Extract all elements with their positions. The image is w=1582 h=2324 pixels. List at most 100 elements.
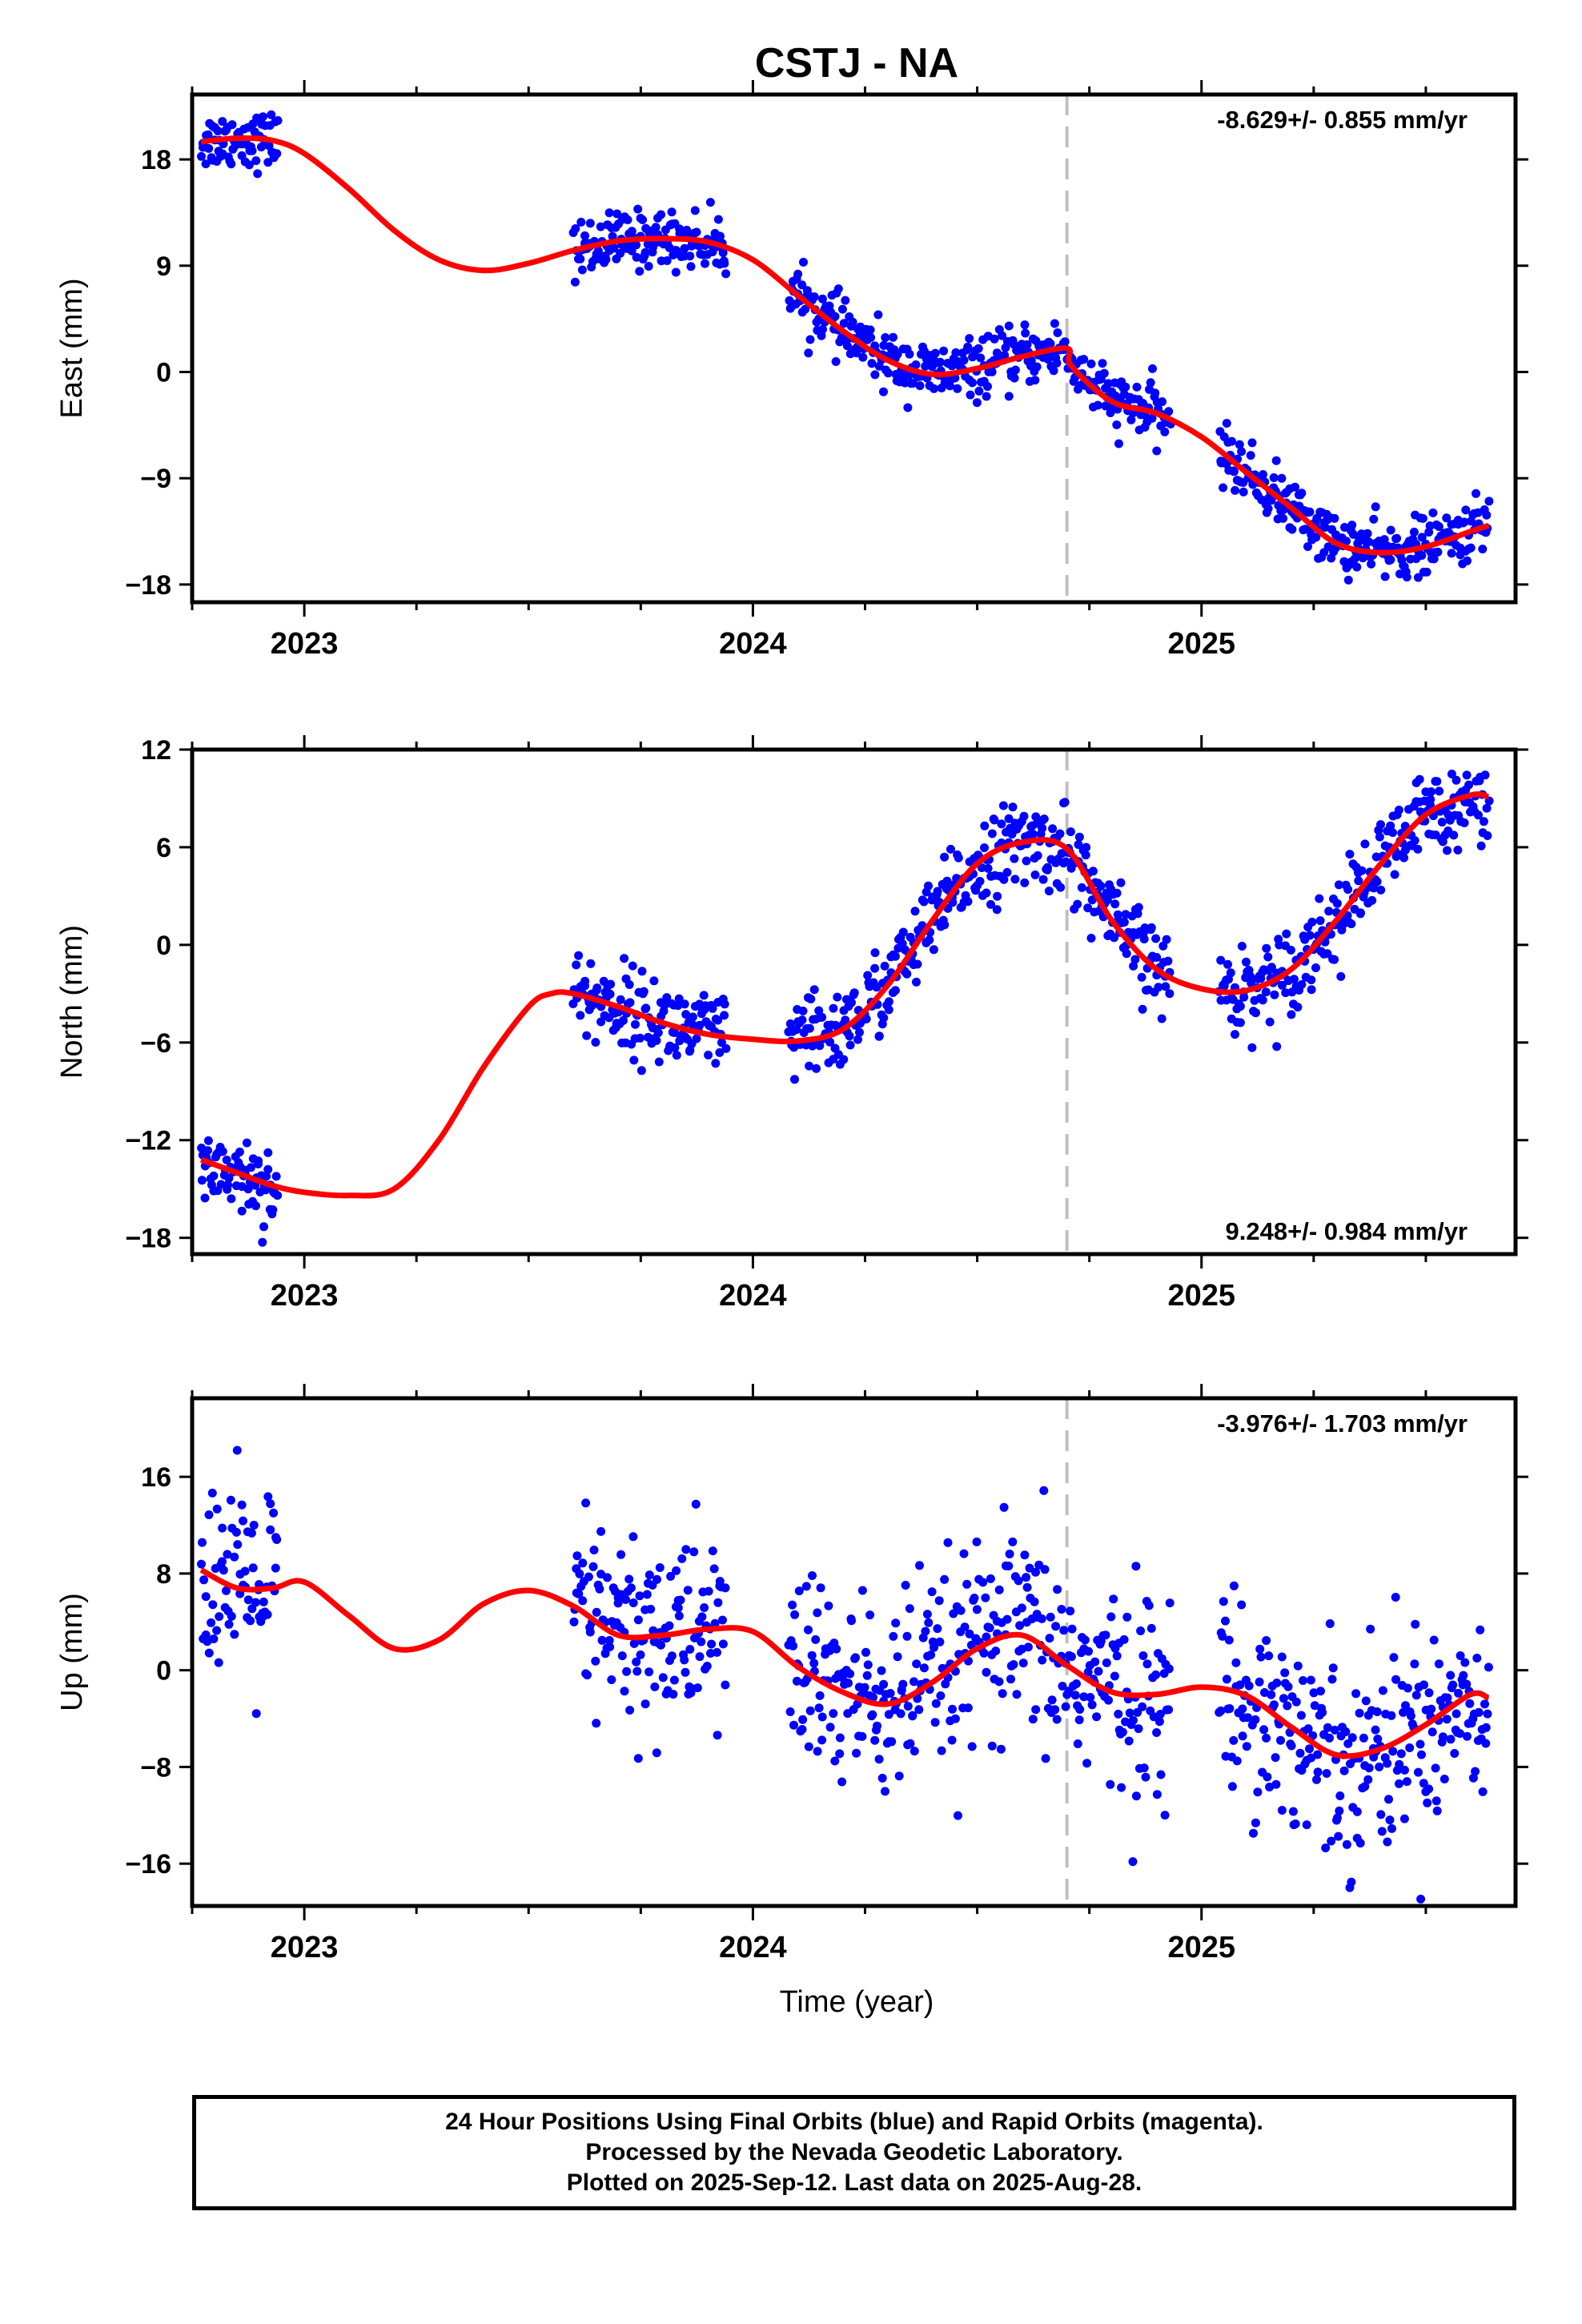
data-point — [1367, 895, 1377, 905]
data-point — [1418, 513, 1427, 523]
data-point — [956, 1606, 966, 1615]
data-point — [1099, 368, 1109, 378]
data-point — [197, 1559, 206, 1569]
data-point — [263, 1148, 273, 1157]
data-point — [1262, 1636, 1271, 1645]
data-point — [1377, 1827, 1387, 1836]
data-point — [1401, 1701, 1410, 1711]
data-point — [685, 1645, 695, 1654]
data-point — [911, 360, 921, 369]
data-point — [1267, 963, 1276, 972]
data-point — [889, 332, 897, 342]
data-point — [1472, 489, 1480, 498]
data-point — [1249, 1828, 1258, 1838]
data-point — [990, 815, 999, 825]
data-point — [817, 294, 827, 304]
data-point — [1098, 359, 1107, 368]
data-point — [689, 1547, 699, 1557]
data-point — [578, 1596, 588, 1606]
data-point — [1400, 1765, 1409, 1775]
north-model-curve — [200, 791, 1490, 1199]
data-point — [913, 959, 922, 969]
data-point — [695, 1652, 705, 1662]
data-point — [251, 156, 261, 166]
data-point — [940, 852, 950, 862]
data-point — [628, 1598, 638, 1607]
data-point — [1112, 888, 1122, 898]
data-point — [711, 1059, 721, 1068]
data-point — [847, 998, 856, 1007]
data-point — [1355, 1839, 1365, 1848]
data-point — [644, 262, 653, 271]
data-point — [620, 1687, 629, 1696]
data-point — [672, 1051, 681, 1060]
data-point — [1364, 537, 1373, 547]
up-rate-label: -3.976+/- 1.703 mm/yr — [1217, 1409, 1468, 1437]
data-point — [635, 1591, 644, 1601]
data-point — [1118, 1727, 1127, 1737]
footer-box: 24 Hour Positions Using Final Orbits (bl… — [192, 2095, 1516, 2210]
data-point — [1278, 980, 1287, 990]
data-point — [1164, 1664, 1174, 1674]
data-point — [624, 1574, 634, 1584]
data-point — [1324, 907, 1334, 916]
data-point — [1219, 483, 1228, 493]
data-point — [1019, 811, 1029, 821]
data-point — [588, 1562, 598, 1571]
data-point — [1279, 513, 1288, 523]
data-point — [1343, 1739, 1353, 1748]
data-point — [212, 1626, 222, 1635]
data-point — [1039, 1486, 1049, 1495]
data-point — [631, 1019, 640, 1029]
data-point — [662, 256, 672, 265]
data-point — [1232, 1756, 1242, 1766]
data-point — [1427, 1704, 1436, 1714]
data-point — [950, 1714, 960, 1723]
data-point — [263, 1492, 273, 1502]
data-point — [948, 1704, 957, 1714]
data-point — [224, 1173, 234, 1183]
data-point — [1313, 1767, 1323, 1777]
data-point — [1022, 1573, 1031, 1582]
data-point — [1343, 575, 1353, 585]
data-point — [1045, 1634, 1054, 1643]
data-point — [1059, 1626, 1069, 1635]
data-point — [1461, 505, 1471, 515]
data-point — [801, 304, 810, 314]
data-point — [597, 1635, 607, 1645]
data-point — [1452, 775, 1461, 785]
data-point — [1043, 355, 1053, 364]
data-point — [942, 876, 952, 886]
data-point — [580, 976, 590, 986]
data-point — [218, 1147, 227, 1156]
data-point — [1415, 1739, 1425, 1749]
data-point — [1442, 513, 1452, 523]
data-point — [1277, 473, 1287, 483]
data-point — [710, 1618, 720, 1628]
data-point — [1094, 1667, 1103, 1676]
data-point — [1112, 420, 1122, 429]
data-point — [983, 382, 992, 392]
data-point — [1296, 1711, 1306, 1720]
data-point — [1004, 392, 1014, 401]
data-point — [1305, 507, 1315, 517]
data-point — [1283, 1701, 1292, 1711]
data-point — [620, 954, 629, 963]
footer-line-1: 24 Hour Positions Using Final Orbits (bl… — [445, 2109, 1263, 2135]
data-point — [987, 829, 997, 838]
data-point — [1318, 1707, 1327, 1717]
data-point — [1131, 1562, 1141, 1571]
data-point — [1066, 1652, 1076, 1662]
data-point — [591, 1656, 600, 1666]
data-point — [874, 1031, 884, 1041]
data-point — [1219, 1597, 1228, 1606]
data-point — [867, 359, 877, 368]
data-point — [1247, 1043, 1257, 1052]
data-point — [616, 1550, 626, 1559]
data-point — [837, 304, 847, 314]
data-point — [616, 995, 625, 1004]
data-point — [592, 983, 602, 993]
data-point — [691, 1499, 701, 1509]
data-point — [1332, 1813, 1342, 1823]
data-point — [994, 1585, 1004, 1594]
